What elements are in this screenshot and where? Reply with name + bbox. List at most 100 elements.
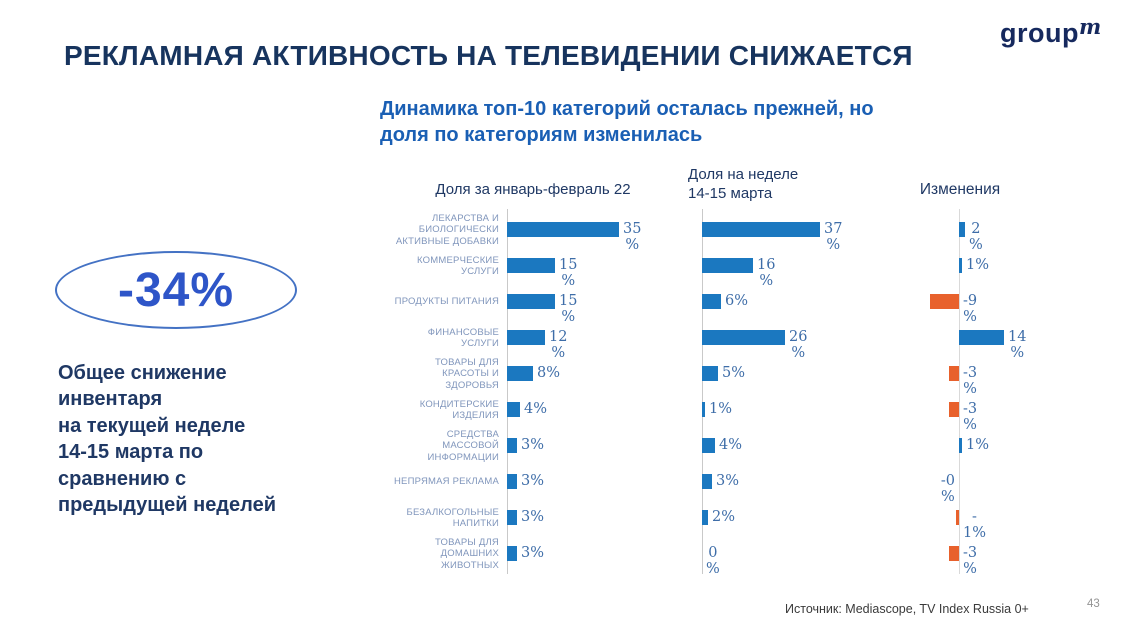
share-cell-week: 2% bbox=[702, 500, 897, 536]
category-label: ФИНАНСОВЫЕ УСЛУГИ bbox=[427, 326, 499, 349]
share-cell-week: 37 % bbox=[702, 212, 897, 253]
bar-janfeb bbox=[507, 546, 517, 561]
bar-janfeb bbox=[507, 366, 533, 381]
value-label-janfeb: 3% bbox=[521, 473, 545, 489]
share-cell-week: 5% bbox=[702, 356, 897, 392]
bar-change-positive bbox=[959, 330, 1004, 345]
value-label-change: - 1% bbox=[963, 509, 987, 542]
share-cell-janfeb: 15 % bbox=[507, 248, 702, 289]
column-header-changes: Изменения bbox=[919, 181, 1001, 198]
change-cell: - 1% bbox=[897, 500, 1085, 541]
share-cell-janfeb: 8% bbox=[507, 356, 702, 392]
chart-row: ПРОДУКТЫ ПИТАНИЯ 15 % 6% -9 % bbox=[345, 284, 1085, 325]
column-header-janfeb: Доля за январь-февраль 22 bbox=[435, 181, 631, 198]
value-label-janfeb: 3% bbox=[521, 437, 545, 453]
value-label-janfeb: 4% bbox=[524, 401, 548, 417]
value-label-janfeb: 8% bbox=[537, 365, 561, 381]
bar-change-negative bbox=[949, 546, 959, 561]
category-label: ТОВАРЫ ДЛЯ КРАСОТЫ И ЗДОРОВЬЯ bbox=[434, 357, 499, 391]
summary-note: Общее снижение инвентаря на текущей неде… bbox=[58, 362, 276, 516]
change-cell: -3 % bbox=[897, 536, 1085, 577]
bar-week bbox=[702, 438, 715, 453]
bar-week bbox=[702, 474, 712, 489]
bar-change-positive bbox=[959, 258, 962, 273]
slide-title: РЕКЛАМНАЯ АКТИВНОСТЬ НА ТЕЛЕВИДЕНИИ СНИЖ… bbox=[64, 40, 913, 71]
bar-week bbox=[702, 402, 705, 417]
bar-janfeb bbox=[507, 438, 517, 453]
value-label-week: 37 % bbox=[824, 221, 843, 254]
bar-janfeb bbox=[507, 402, 520, 417]
share-cell-janfeb: 3% bbox=[507, 428, 702, 464]
value-label-change: 1% bbox=[966, 437, 990, 453]
value-label-week: 6% bbox=[725, 293, 749, 309]
share-cell-week: 6% bbox=[702, 284, 897, 320]
logo-superscript-m: m bbox=[1078, 14, 1102, 39]
source-note: Источник: Mediascope, TV Index Russia 0+ bbox=[785, 602, 1029, 616]
bar-janfeb bbox=[507, 258, 555, 273]
chart-row: ЛЕКАРСТВА И БИОЛОГИЧЕСКИ АКТИВНЫЕ ДОБАВК… bbox=[345, 212, 1085, 253]
value-label-change: -9 % bbox=[963, 293, 978, 326]
value-label-change: -3 % bbox=[963, 365, 978, 398]
decline-badge-ellipse: -34% bbox=[55, 251, 297, 329]
change-cell: 14 % bbox=[897, 320, 1085, 361]
bar-janfeb bbox=[507, 510, 517, 525]
value-label-week: 1% bbox=[709, 401, 733, 417]
chart-row: НЕПРЯМАЯ РЕКЛАМА 3% 3% -0 % bbox=[345, 464, 1085, 505]
page-number: 43 bbox=[1087, 598, 1100, 610]
chart-row: ТОВАРЫ ДЛЯ КРАСОТЫ И ЗДОРОВЬЯ 8% 5% -3 % bbox=[345, 356, 1085, 397]
chart-row: БЕЗАЛКОГОЛЬНЫЕ НАПИТКИ 3% 2% - 1% bbox=[345, 500, 1085, 541]
value-label-janfeb: 3% bbox=[521, 545, 545, 561]
bar-change-negative bbox=[949, 366, 959, 381]
bar-week bbox=[702, 330, 785, 345]
share-cell-janfeb: 35 % bbox=[507, 212, 702, 253]
share-cell-week: 26 % bbox=[702, 320, 897, 361]
category-label: СРЕДСТВА МАССОВОЙ ИНФОРМАЦИИ bbox=[427, 429, 499, 463]
bar-week bbox=[702, 222, 820, 237]
bar-janfeb bbox=[507, 330, 545, 345]
bar-week bbox=[702, 294, 721, 309]
value-label-week: 26 % bbox=[789, 329, 808, 362]
change-cell: -3 % bbox=[897, 392, 1085, 433]
bar-change-positive bbox=[959, 222, 965, 237]
category-label: БЕЗАЛКОГОЛЬНЫЕ НАПИТКИ bbox=[406, 506, 499, 529]
bar-week bbox=[702, 366, 718, 381]
category-label: ПРОДУКТЫ ПИТАНИЯ bbox=[394, 296, 499, 308]
share-cell-janfeb: 3% bbox=[507, 464, 702, 500]
column-header-week: Доля на неделе 14-15 марта bbox=[688, 166, 799, 202]
share-cell-week: 16 % bbox=[702, 248, 897, 289]
decline-badge-value: -34% bbox=[117, 263, 235, 317]
bar-change-negative bbox=[930, 294, 959, 309]
chart-rows: ЛЕКАРСТВА И БИОЛОГИЧЕСКИ АКТИВНЫЕ ДОБАВК… bbox=[345, 212, 1085, 577]
share-cell-janfeb: 3% bbox=[507, 536, 702, 572]
logo-text: group bbox=[1000, 18, 1079, 48]
chart-subtitle: Динамика топ-10 категорий осталась прежн… bbox=[380, 98, 874, 146]
value-label-janfeb: 35 % bbox=[623, 221, 642, 254]
value-label-janfeb: 15 % bbox=[559, 293, 578, 326]
chart-row: СРЕДСТВА МАССОВОЙ ИНФОРМАЦИИ 3% 4% 1% bbox=[345, 428, 1085, 464]
axis-line-janfeb bbox=[507, 209, 508, 574]
value-label-change: 14 % bbox=[1008, 329, 1027, 362]
bar-week bbox=[702, 510, 708, 525]
chart-row: ТОВАРЫ ДЛЯ ДОМАШНИХ ЖИВОТНЫХ 3% 0 % -3 % bbox=[345, 536, 1085, 577]
value-label-week: 3% bbox=[716, 473, 740, 489]
change-cell: -9 % bbox=[897, 284, 1085, 325]
value-label-change: 2 % bbox=[969, 221, 983, 254]
share-cell-janfeb: 3% bbox=[507, 500, 702, 536]
value-label-week: 5% bbox=[722, 365, 746, 381]
share-cell-janfeb: 12 % bbox=[507, 320, 702, 361]
value-label-change: 1% bbox=[966, 257, 990, 273]
category-label: НЕПРЯМАЯ РЕКЛАМА bbox=[394, 476, 499, 488]
bar-janfeb bbox=[507, 474, 517, 489]
axis-line-changes bbox=[959, 209, 960, 574]
change-cell: 1% bbox=[897, 428, 1085, 464]
bar-janfeb bbox=[507, 294, 555, 309]
chart-row: КОНДИТЕРСКИЕ ИЗДЕЛИЯ 4% 1% -3 % bbox=[345, 392, 1085, 433]
value-label-janfeb: 15 % bbox=[559, 257, 578, 290]
value-label-week: 2% bbox=[712, 509, 736, 525]
value-label-week: 16 % bbox=[757, 257, 776, 290]
value-label-week: 4% bbox=[719, 437, 743, 453]
value-label-week: 0 % bbox=[706, 545, 720, 578]
share-cell-week: 1% bbox=[702, 392, 897, 428]
axis-line-week bbox=[702, 209, 703, 574]
share-cell-janfeb: 15 % bbox=[507, 284, 702, 325]
